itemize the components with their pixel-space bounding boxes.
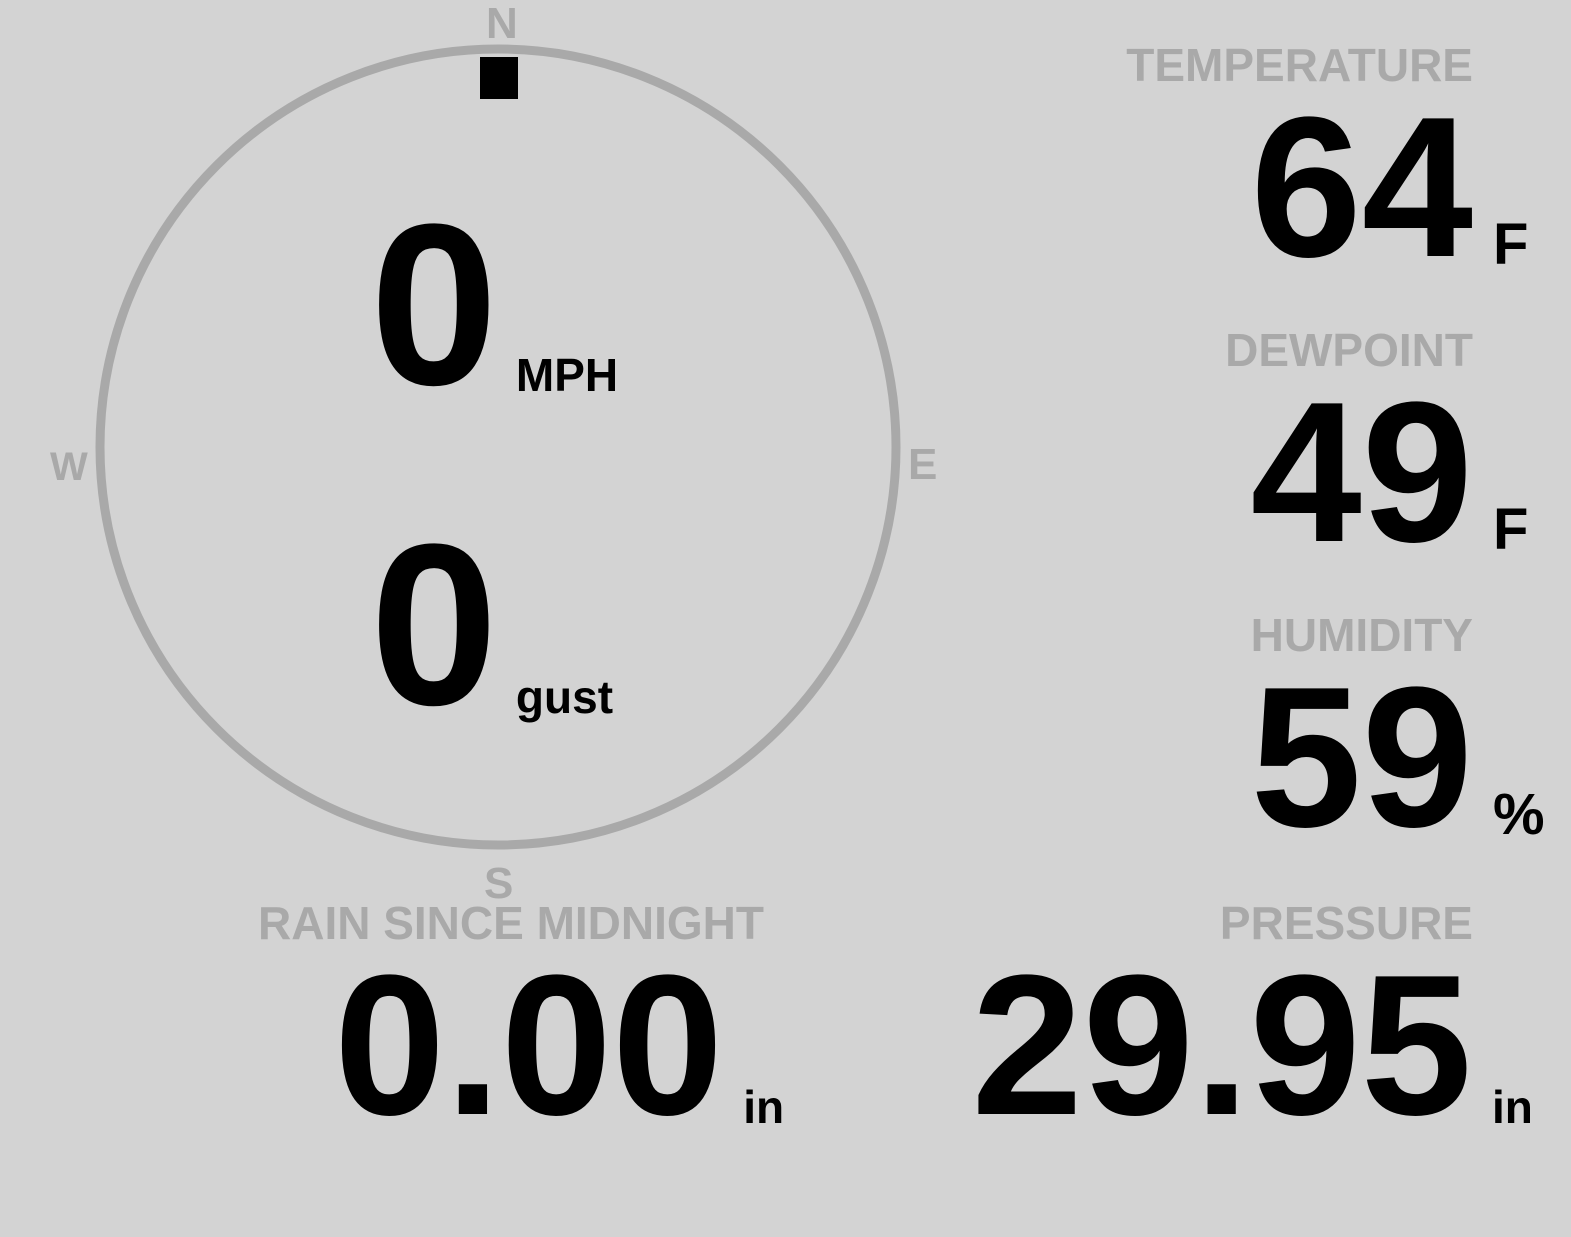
- temperature-label: TEMPERATURE: [1126, 39, 1473, 91]
- rain-value: 0.00: [334, 934, 724, 1157]
- pressure-unit: in: [1492, 1081, 1533, 1133]
- dewpoint-label: DEWPOINT: [1225, 324, 1473, 376]
- wind-speed-unit: MPH: [515, 349, 619, 401]
- temperature-card: TEMPERATURE 64 F: [1126, 39, 1528, 299]
- compass-south-label: S: [484, 859, 514, 908]
- wind-direction-marker: [480, 57, 518, 99]
- compass-west-label: W: [50, 445, 88, 489]
- compass-north-label: N: [486, 0, 518, 48]
- humidity-unit: %: [1493, 782, 1545, 847]
- temperature-unit: F: [1493, 212, 1529, 277]
- dewpoint-value: 49: [1250, 361, 1473, 584]
- humidity-value: 59: [1250, 646, 1473, 869]
- gust-unit: gust: [515, 671, 614, 723]
- temperature-value: 64: [1250, 76, 1473, 299]
- rain-card: RAIN SINCE MIDNIGHT 0.00 in: [258, 900, 784, 1146]
- rain-unit: in: [743, 1081, 785, 1133]
- humidity-card: HUMIDITY 59 %: [1250, 609, 1545, 869]
- compass-ring: [95, 44, 901, 850]
- compass-east-label: E: [908, 440, 938, 489]
- compass-circle: [95, 44, 901, 850]
- pressure-card: PRESSURE 29.95 in: [971, 897, 1533, 1157]
- wind-speed: 0 MPH: [370, 190, 618, 420]
- pressure-label: PRESSURE: [1219, 897, 1473, 949]
- wind-gust: 0 gust: [370, 510, 613, 740]
- gust-value: 0: [370, 496, 498, 753]
- wind-speed-value: 0: [370, 176, 498, 433]
- rain-label: RAIN SINCE MIDNIGHT: [258, 897, 764, 949]
- pressure-value: 29.95: [971, 934, 1473, 1157]
- humidity-label: HUMIDITY: [1250, 609, 1473, 661]
- dewpoint-unit: F: [1493, 497, 1529, 562]
- dewpoint-card: DEWPOINT 49 F: [1225, 324, 1528, 584]
